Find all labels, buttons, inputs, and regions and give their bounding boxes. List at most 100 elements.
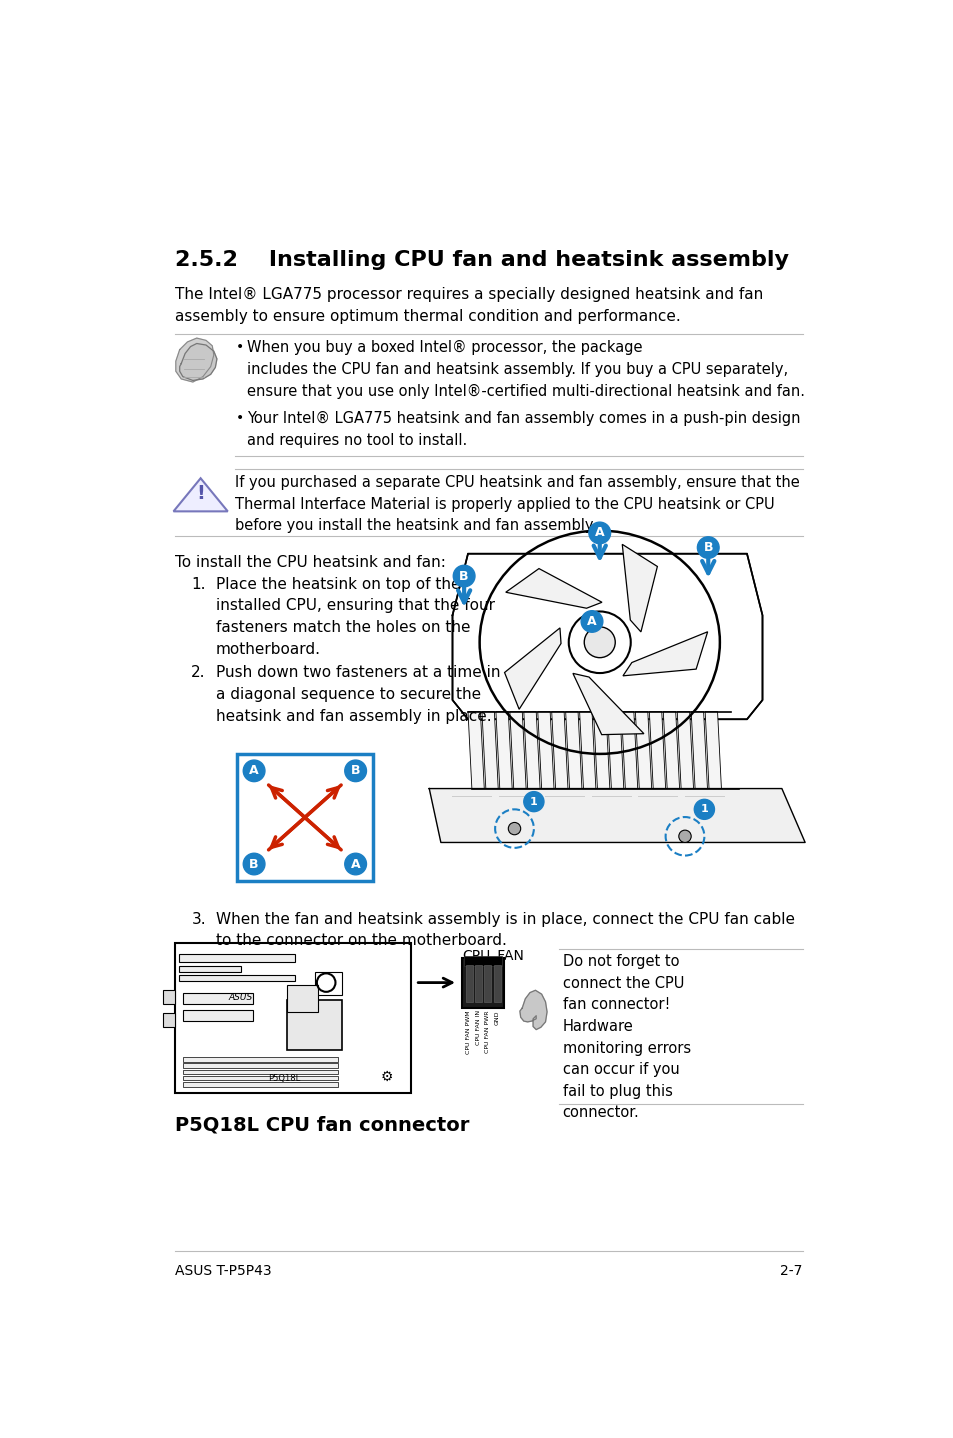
Polygon shape	[622, 631, 707, 676]
Text: A: A	[249, 765, 258, 778]
Text: When you buy a boxed Intel® processor, the package
includes the CPU fan and heat: When you buy a boxed Intel® processor, t…	[247, 341, 804, 398]
Polygon shape	[677, 712, 693, 788]
Text: 2.: 2.	[192, 666, 206, 680]
Circle shape	[588, 522, 610, 544]
Text: A: A	[595, 526, 604, 539]
Text: B: B	[702, 541, 712, 554]
Text: •: •	[235, 411, 244, 426]
Text: P5Q18L CPU fan connector: P5Q18L CPU fan connector	[174, 1116, 469, 1135]
FancyBboxPatch shape	[183, 1070, 337, 1074]
FancyBboxPatch shape	[183, 994, 253, 1004]
Text: ASUS T-P5P43: ASUS T-P5P43	[174, 1264, 272, 1278]
Text: Place the heatsink on top of the
installed CPU, ensuring that the four
fasteners: Place the heatsink on top of the install…	[216, 577, 495, 657]
Polygon shape	[523, 712, 539, 788]
FancyBboxPatch shape	[183, 1081, 337, 1087]
FancyBboxPatch shape	[287, 985, 318, 1012]
Text: 2-7: 2-7	[780, 1264, 802, 1278]
Text: ASUS: ASUS	[229, 992, 253, 1002]
Text: CPU FAN PWM: CPU FAN PWM	[466, 1011, 471, 1054]
Polygon shape	[621, 545, 657, 631]
Circle shape	[679, 830, 691, 843]
Text: 3.: 3.	[192, 912, 206, 926]
Polygon shape	[468, 712, 484, 788]
Polygon shape	[691, 712, 707, 788]
Text: !: !	[196, 485, 205, 503]
FancyBboxPatch shape	[163, 1014, 174, 1027]
Text: B: B	[351, 765, 360, 778]
Text: P5Q18L: P5Q18L	[268, 1074, 300, 1083]
Polygon shape	[504, 628, 560, 709]
Polygon shape	[481, 712, 497, 788]
Polygon shape	[505, 568, 601, 608]
Text: Push down two fasteners at a time in
a diagonal sequence to secure the
heatsink : Push down two fasteners at a time in a d…	[216, 666, 500, 723]
FancyBboxPatch shape	[236, 754, 373, 881]
Text: CPU_FAN: CPU_FAN	[461, 949, 523, 962]
FancyBboxPatch shape	[183, 1011, 253, 1021]
Polygon shape	[173, 479, 228, 512]
Polygon shape	[704, 712, 720, 788]
Polygon shape	[649, 712, 665, 788]
FancyBboxPatch shape	[484, 965, 491, 1002]
FancyBboxPatch shape	[465, 965, 472, 1002]
FancyBboxPatch shape	[163, 991, 174, 1004]
Polygon shape	[179, 344, 216, 381]
Polygon shape	[593, 712, 609, 788]
Circle shape	[344, 853, 366, 874]
FancyBboxPatch shape	[179, 966, 241, 972]
FancyBboxPatch shape	[174, 942, 411, 1093]
FancyBboxPatch shape	[183, 1064, 337, 1068]
Text: Do not forget to
connect the CPU
fan connector!
Hardware
monitoring errors
can o: Do not forget to connect the CPU fan con…	[562, 953, 690, 1120]
Circle shape	[243, 761, 265, 782]
Circle shape	[580, 611, 602, 633]
Polygon shape	[519, 991, 546, 1030]
Circle shape	[583, 627, 615, 657]
Polygon shape	[662, 712, 679, 788]
Text: Your Intel® LGA775 heatsink and fan assembly comes in a push-pin design
and requ: Your Intel® LGA775 heatsink and fan asse…	[247, 411, 800, 447]
FancyBboxPatch shape	[183, 1076, 337, 1080]
Text: 1: 1	[530, 797, 537, 807]
Polygon shape	[635, 712, 651, 788]
Circle shape	[697, 536, 719, 558]
Polygon shape	[565, 712, 581, 788]
FancyBboxPatch shape	[314, 972, 341, 995]
FancyBboxPatch shape	[464, 956, 501, 966]
Polygon shape	[579, 712, 596, 788]
Circle shape	[243, 853, 265, 874]
Text: 1: 1	[700, 804, 707, 814]
Text: CPU FAN PWR: CPU FAN PWR	[484, 1011, 489, 1053]
Text: CPU FAN IN: CPU FAN IN	[476, 1011, 480, 1045]
Text: When the fan and heatsink assembly is in place, connect the CPU fan cable
to the: When the fan and heatsink assembly is in…	[216, 912, 794, 948]
Polygon shape	[551, 712, 567, 788]
Text: If you purchased a separate CPU heatsink and fan assembly, ensure that the
Therm: If you purchased a separate CPU heatsink…	[235, 475, 800, 533]
Text: 2.5.2    Installing CPU fan and heatsink assembly: 2.5.2 Installing CPU fan and heatsink as…	[174, 250, 788, 269]
Circle shape	[523, 792, 543, 811]
Text: 1.: 1.	[192, 577, 206, 592]
Polygon shape	[607, 712, 623, 788]
FancyBboxPatch shape	[493, 965, 500, 1002]
Polygon shape	[429, 788, 804, 843]
Polygon shape	[573, 673, 643, 735]
Text: GND: GND	[494, 1011, 498, 1025]
Circle shape	[344, 761, 366, 782]
Text: To install the CPU heatsink and fan:: To install the CPU heatsink and fan:	[174, 555, 445, 571]
Text: ⚙: ⚙	[380, 1070, 393, 1083]
Circle shape	[453, 565, 475, 587]
Polygon shape	[620, 712, 637, 788]
Polygon shape	[452, 554, 761, 719]
Circle shape	[694, 800, 714, 820]
Text: A: A	[587, 615, 597, 628]
Polygon shape	[509, 712, 525, 788]
Polygon shape	[175, 338, 213, 383]
Text: •: •	[235, 341, 244, 354]
FancyBboxPatch shape	[179, 975, 294, 981]
Text: The Intel® LGA775 processor requires a specially designed heatsink and fan
assem: The Intel® LGA775 processor requires a s…	[174, 286, 762, 324]
Text: B: B	[459, 569, 468, 582]
FancyBboxPatch shape	[183, 1057, 337, 1061]
FancyBboxPatch shape	[287, 1001, 341, 1050]
FancyBboxPatch shape	[475, 965, 481, 1002]
Text: B: B	[249, 857, 258, 870]
Circle shape	[508, 823, 520, 835]
Polygon shape	[496, 712, 512, 788]
FancyBboxPatch shape	[461, 958, 504, 1008]
Text: A: A	[351, 857, 360, 870]
